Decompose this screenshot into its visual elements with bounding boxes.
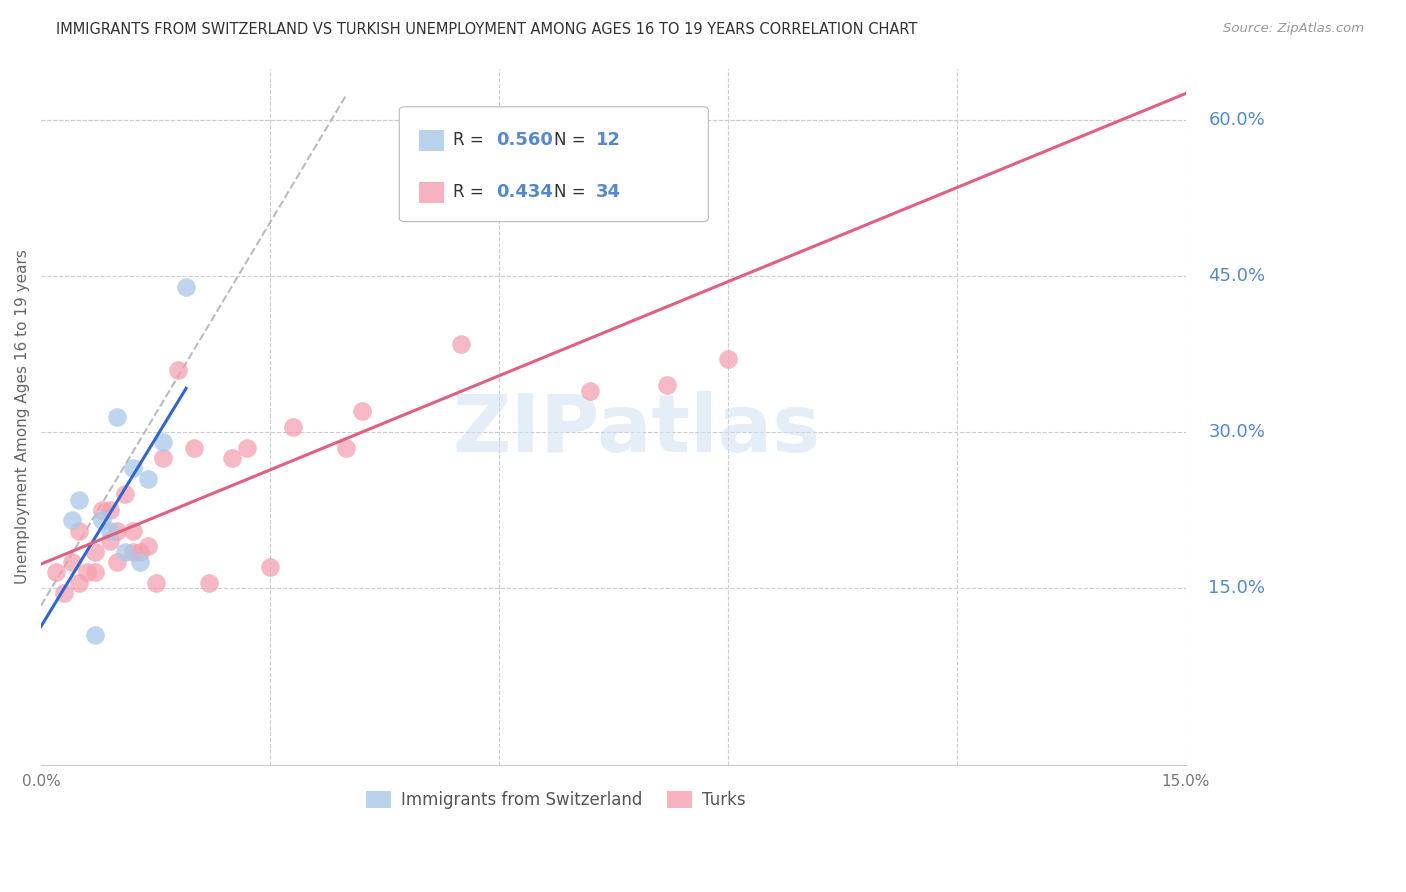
Text: 15.0%: 15.0% xyxy=(1208,579,1265,597)
Y-axis label: Unemployment Among Ages 16 to 19 years: Unemployment Among Ages 16 to 19 years xyxy=(15,249,30,584)
Point xyxy=(198,575,221,590)
Point xyxy=(114,487,136,501)
Point xyxy=(174,279,197,293)
FancyBboxPatch shape xyxy=(399,107,709,221)
Point xyxy=(350,404,373,418)
Point xyxy=(60,513,83,527)
Point xyxy=(129,555,152,569)
Point xyxy=(221,451,243,466)
Point xyxy=(488,134,510,148)
Point xyxy=(335,441,357,455)
Text: 12: 12 xyxy=(596,131,621,149)
Point xyxy=(655,378,678,392)
Point xyxy=(152,451,174,466)
Point xyxy=(60,555,83,569)
Point xyxy=(450,336,472,351)
Text: 0.560: 0.560 xyxy=(496,131,554,149)
Point xyxy=(53,586,76,600)
Text: IMMIGRANTS FROM SWITZERLAND VS TURKISH UNEMPLOYMENT AMONG AGES 16 TO 19 YEARS CO: IMMIGRANTS FROM SWITZERLAND VS TURKISH U… xyxy=(56,22,918,37)
Text: N =: N = xyxy=(554,131,591,149)
Point xyxy=(236,441,259,455)
Point xyxy=(114,544,136,558)
Point xyxy=(67,492,90,507)
Point xyxy=(83,544,105,558)
Point xyxy=(107,409,129,424)
Point xyxy=(121,461,143,475)
Text: 34: 34 xyxy=(596,184,621,202)
Point xyxy=(121,524,143,538)
Point xyxy=(98,503,121,517)
Point xyxy=(121,544,143,558)
Text: 0.434: 0.434 xyxy=(496,184,554,202)
Point xyxy=(136,540,159,554)
Point xyxy=(259,560,281,574)
Legend: Immigrants from Switzerland, Turks: Immigrants from Switzerland, Turks xyxy=(360,784,752,815)
Point xyxy=(107,555,129,569)
Point xyxy=(579,384,602,398)
Point xyxy=(45,566,67,580)
Point xyxy=(98,524,121,538)
Point xyxy=(717,352,740,367)
Point xyxy=(67,575,90,590)
Text: R =: R = xyxy=(453,131,489,149)
Point xyxy=(76,566,98,580)
Text: R =: R = xyxy=(453,184,489,202)
Bar xyxy=(419,129,444,151)
Text: 60.0%: 60.0% xyxy=(1208,112,1265,129)
Point xyxy=(98,534,121,549)
Text: ZIPatlas: ZIPatlas xyxy=(453,392,820,469)
Point xyxy=(91,503,114,517)
Text: Source: ZipAtlas.com: Source: ZipAtlas.com xyxy=(1223,22,1364,36)
Point xyxy=(129,544,152,558)
Text: 30.0%: 30.0% xyxy=(1208,423,1265,442)
Point xyxy=(83,628,105,642)
Point xyxy=(183,441,205,455)
Point xyxy=(107,524,129,538)
Text: 45.0%: 45.0% xyxy=(1208,268,1265,285)
Bar xyxy=(419,182,444,202)
Point xyxy=(152,435,174,450)
Point xyxy=(91,513,114,527)
Point xyxy=(67,524,90,538)
Point xyxy=(136,472,159,486)
Point xyxy=(145,575,167,590)
Point xyxy=(83,566,105,580)
Text: N =: N = xyxy=(554,184,591,202)
Point xyxy=(281,420,304,434)
Point xyxy=(167,363,190,377)
